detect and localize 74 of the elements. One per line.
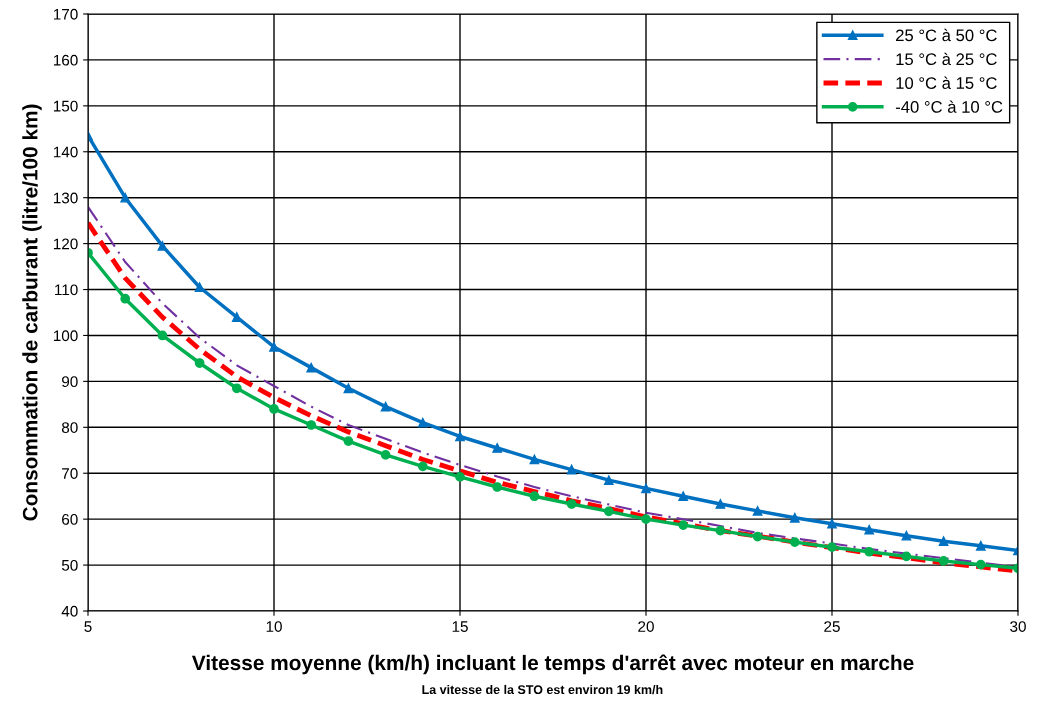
y-tick-label: 160 [53, 54, 78, 66]
point [455, 472, 465, 482]
point [157, 241, 168, 251]
point [529, 491, 540, 502]
legend-label: -40 °C à 10 °C [895, 100, 1003, 113]
point [306, 362, 317, 373]
x-tick-label: 15 [452, 621, 468, 632]
point [975, 559, 986, 570]
x-tick-label: 25 [824, 621, 840, 632]
y-tick-label: 60 [62, 514, 78, 525]
point [901, 530, 912, 541]
point [641, 514, 651, 525]
point [641, 483, 651, 494]
point [194, 282, 205, 293]
point [194, 358, 205, 368]
point [529, 454, 540, 465]
point [789, 537, 800, 547]
point [343, 383, 354, 394]
y-tick-label: 110 [55, 284, 78, 296]
point [603, 475, 614, 485]
point [938, 556, 949, 566]
legend-label: 25 °C à 50 °C [896, 28, 997, 42]
point [120, 192, 131, 203]
point [269, 342, 279, 352]
point [492, 443, 503, 453]
point [827, 542, 837, 553]
point [901, 551, 912, 562]
legend-label: 15 °C à 25 °C [896, 52, 997, 66]
y-tick-label: 80 [61, 422, 78, 433]
point [715, 525, 726, 536]
point [380, 401, 391, 412]
y-tick-label: 150 [53, 100, 78, 112]
text: La vitesse de la STO est environ 19 km/h [422, 684, 663, 695]
point [864, 524, 875, 535]
x-tick-label: 30 [1010, 621, 1026, 632]
point [752, 506, 763, 516]
point [455, 431, 465, 442]
point [417, 417, 428, 428]
point [492, 482, 503, 492]
point [417, 461, 428, 472]
y-tick-label: 40 [61, 605, 78, 617]
legend-label: 10 °C à 15 °C [896, 76, 997, 89]
point [827, 518, 837, 529]
x-axis-title: Vitesse moyenne (km/h) incluant le temps d'arrêt avec moteur en marche [191, 654, 914, 675]
point [938, 536, 949, 547]
x-tick-label: 20 [638, 621, 654, 632]
point [269, 404, 279, 414]
y-tick-label: 50 [61, 559, 78, 571]
y-tick-label: 100 [53, 330, 78, 342]
y-tick-label: 130 [53, 192, 78, 204]
point [380, 449, 391, 460]
point [603, 506, 614, 517]
point [789, 512, 800, 523]
y-axis-title: Consommation de carburant (litre/100 km) [22, 104, 42, 521]
x-tick-label: 10 [266, 621, 282, 632]
x-tick-label: 5 [84, 621, 92, 632]
point [678, 520, 689, 530]
point [306, 420, 317, 430]
point [678, 491, 689, 502]
y-tick-label: 140 [53, 146, 78, 158]
point [566, 499, 577, 509]
point [157, 330, 168, 341]
point [715, 499, 726, 509]
y-tick-label: 90 [62, 376, 78, 388]
point [752, 531, 763, 542]
y-tick-label: 120 [53, 238, 78, 250]
point [343, 436, 354, 446]
point [975, 540, 986, 551]
point [566, 464, 577, 475]
y-tick-label: 170 [53, 8, 78, 20]
point [120, 293, 131, 304]
point [231, 383, 242, 394]
y-tick-label: 70 [62, 468, 78, 479]
point [864, 546, 875, 557]
